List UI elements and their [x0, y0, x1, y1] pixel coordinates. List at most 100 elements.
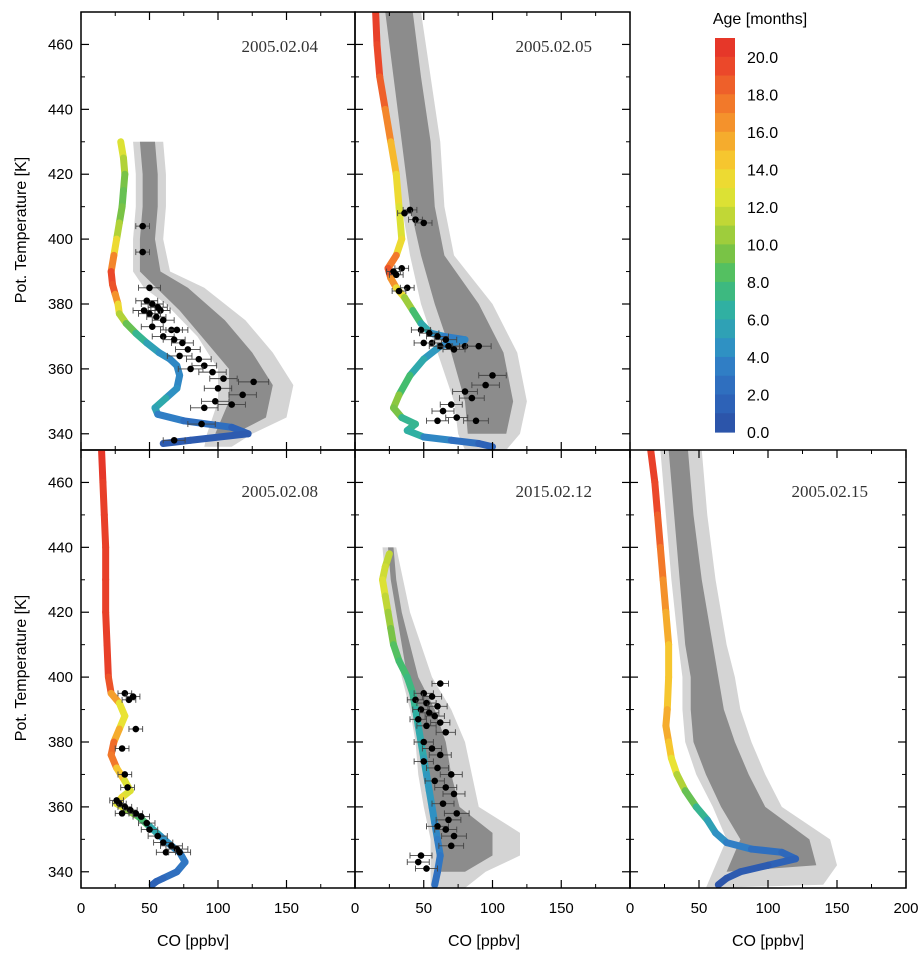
observation-point [412, 696, 419, 704]
colorbar-tick-label: 18.0 [747, 87, 778, 104]
observation-point [434, 823, 441, 830]
range-outer-band [660, 450, 837, 888]
colorbar-step [715, 394, 735, 414]
colorbar-tick-label: 2.0 [747, 387, 769, 404]
track-segment [102, 608, 111, 649]
panel-2005-02-04: 340 360 380 400 420 440 460 2005.02.04 [48, 11, 356, 451]
observation-point [417, 852, 425, 859]
observation-point [140, 307, 148, 314]
y-tick-label: 380 [48, 734, 73, 751]
observation-point [162, 849, 170, 856]
colorbar-tick-label: 4.0 [747, 350, 769, 367]
observation-point [445, 816, 452, 824]
track-segment [747, 845, 786, 856]
observation-point [472, 417, 480, 425]
x-tick-label: 150 [274, 900, 299, 917]
track-segment [654, 511, 664, 551]
colorbar-step [715, 356, 735, 377]
observation-point [489, 372, 496, 379]
panel-date: 2005.02.04 [242, 37, 319, 56]
track-segment [148, 878, 160, 888]
observation-point [453, 414, 461, 421]
observation-point [420, 219, 428, 227]
observations [406, 680, 470, 872]
observation-point [250, 378, 257, 386]
observation-point [137, 813, 145, 820]
observation-point [436, 680, 444, 687]
observation-point [143, 297, 151, 305]
y-axis-title-bottom: Pot. Temperature [K] [13, 595, 30, 741]
observation-point [154, 832, 162, 840]
observation-point [420, 690, 428, 697]
track-segment [154, 410, 188, 425]
track-segment [392, 170, 403, 211]
observation-point [179, 339, 186, 347]
ticks: 0 50 100 150 [351, 449, 631, 917]
observation-point [211, 398, 219, 405]
colorbar-step [715, 244, 735, 264]
observation-point [153, 313, 160, 321]
observation-point [450, 790, 458, 798]
observation-point [176, 352, 183, 360]
observation-point [417, 706, 425, 713]
colorbar-step [715, 413, 735, 433]
observation-point [417, 326, 425, 334]
y-tick-label: 420 [48, 604, 73, 621]
observation-point [121, 771, 129, 778]
track-segment [376, 73, 389, 113]
observation-point [159, 316, 167, 324]
observation-point [228, 401, 235, 408]
observation-point [439, 407, 447, 415]
track-segment [447, 436, 483, 448]
observation-point [116, 800, 123, 807]
observation-point [442, 784, 450, 791]
x-axis-title-1: CO [ppbv] [157, 933, 229, 950]
observation-point [124, 784, 131, 791]
observation-point [403, 284, 411, 292]
observation-point [423, 699, 430, 707]
observation-point [139, 248, 146, 256]
x-tick-label: 100 [480, 900, 505, 917]
x-tick-label: 200 [893, 900, 918, 917]
track-segment [662, 608, 673, 649]
colorbar-step [715, 300, 735, 321]
observation-point [428, 693, 436, 700]
observation-point [436, 751, 444, 759]
y-tick-label: 420 [48, 166, 73, 183]
x-axis-title-2: CO [ppbv] [448, 933, 520, 950]
colorbar-step [715, 113, 735, 133]
colorbar-step [715, 169, 735, 189]
colorbar-step [715, 206, 735, 227]
colorbar-step [715, 188, 735, 208]
observations [109, 690, 192, 856]
y-tick-label: 360 [48, 799, 73, 816]
track-segment [659, 576, 670, 616]
observation-point [447, 401, 455, 408]
observation-point [173, 326, 181, 334]
x-axis-title-3: CO [ppbv] [732, 933, 804, 950]
observation-point [406, 206, 414, 214]
x-tick-label: 50 [691, 900, 708, 917]
observation-point [439, 800, 447, 807]
panel-2015-02-12: 0 50 100 150 2015.02.12 [351, 449, 631, 917]
observation-point [412, 216, 419, 223]
track-segment [431, 868, 441, 888]
track-segment [381, 105, 395, 146]
colorbar-step [715, 263, 735, 283]
range-outer-band [382, 547, 520, 888]
observation-point [129, 693, 137, 700]
track-segment [714, 874, 731, 888]
range-layer [133, 141, 294, 447]
colorbar-step [715, 94, 735, 114]
observation-point [453, 810, 461, 817]
observation-point [442, 826, 450, 833]
observation-point [148, 300, 156, 308]
track-segment [98, 450, 107, 486]
observation-point [447, 771, 455, 778]
colorbar-title: Age [months] [713, 11, 807, 28]
track-segment [651, 478, 662, 519]
y-tick-label: 340 [48, 864, 73, 881]
track-segment [475, 440, 496, 450]
observation-point [146, 310, 153, 318]
